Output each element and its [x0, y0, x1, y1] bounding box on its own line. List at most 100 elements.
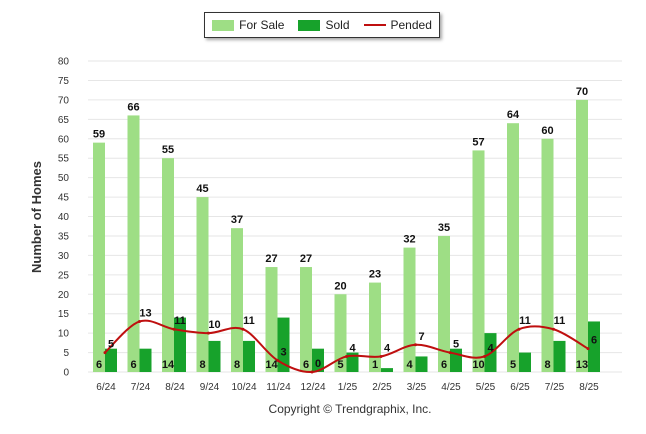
pended-value-label: 11	[174, 315, 186, 327]
x-tick-label: 3/25	[407, 382, 427, 393]
x-axis-ticks: 6/24 7/24 8/24 9/24 10/24 11/24 12/24 1/25 2/25 3…	[96, 382, 599, 393]
pended-swatch	[363, 24, 386, 26]
x-tick-label: 10/24	[231, 382, 256, 393]
y-tick-label: 75	[58, 76, 70, 87]
sold-bar	[277, 317, 290, 372]
for-sale-value-label: 64	[507, 109, 520, 121]
data-labels: 5966665514458378271427620523132435657106…	[93, 86, 597, 371]
for-sale-value-label: 27	[300, 253, 312, 265]
x-tick-label: 12/24	[300, 382, 325, 393]
pended-value-label: 0	[315, 358, 321, 370]
pended-point	[448, 351, 452, 355]
x-tick-label: 7/24	[131, 382, 151, 393]
pended-value-label: 11	[243, 315, 255, 327]
y-axis-ticks: 0 5 10 15 20 25 30 35 40 45 50 55 60 65 70 75 80	[58, 57, 70, 379]
pended-point	[172, 327, 176, 331]
for-sale-value-label: 70	[576, 86, 588, 98]
y-tick-label: 45	[58, 193, 70, 204]
x-tick-label: 6/25	[510, 382, 530, 393]
legend-label-for-sale: For Sale	[239, 18, 285, 32]
for-sale-bar	[438, 235, 450, 372]
pended-point	[276, 358, 279, 362]
for-sale-bar	[472, 150, 485, 372]
sold-value-label: 8	[199, 359, 205, 371]
pended-point	[241, 327, 245, 331]
x-tick-label: 11/24	[266, 382, 291, 393]
y-tick-label: 10	[58, 329, 70, 340]
pended-value-label: 4	[487, 342, 494, 354]
sold-bar	[105, 348, 117, 372]
pended-value-label: 11	[519, 315, 531, 327]
for-sale-bar	[507, 123, 519, 372]
sold-bar	[139, 348, 152, 372]
sold-bar	[381, 368, 393, 372]
sold-value-label: 5	[510, 359, 516, 371]
for-sale-swatch	[212, 19, 235, 31]
pended-value-label: 5	[453, 339, 459, 351]
pended-point	[586, 347, 590, 351]
y-tick-label: 60	[58, 134, 70, 145]
sold-swatch	[298, 19, 321, 31]
copyright-text: Copyright © Trendgraphix, Inc.	[269, 402, 432, 416]
pended-value-label: 5	[108, 339, 114, 351]
for-sale-value-label: 37	[231, 214, 243, 226]
for-sale-bar	[93, 142, 105, 372]
x-tick-label: 4/25	[441, 382, 461, 393]
pended-point	[345, 354, 348, 358]
x-tick-label: 8/25	[579, 382, 599, 393]
for-sale-value-label: 45	[196, 183, 208, 195]
sold-bar	[553, 340, 566, 372]
sold-bar	[415, 356, 428, 372]
sold-value-label: 14	[162, 359, 175, 371]
pended-line-layer	[103, 319, 590, 374]
for-sale-bar	[300, 267, 312, 372]
sold-value-label: 8	[234, 359, 240, 371]
for-sale-value-label: 23	[369, 269, 381, 281]
legend-item-pended[interactable]: Pended	[363, 18, 432, 32]
pended-point	[103, 351, 107, 355]
pended-point	[207, 331, 210, 335]
for-sale-bar	[576, 99, 588, 372]
y-tick-label: 65	[58, 115, 70, 126]
for-sale-value-label: 60	[541, 125, 553, 137]
pended-point	[483, 354, 486, 358]
y-tick-label: 20	[58, 290, 70, 301]
y-tick-label: 25	[58, 270, 70, 281]
sold-bar	[346, 352, 359, 372]
pended-point	[517, 327, 521, 331]
for-sale-value-label: 66	[127, 101, 139, 113]
y-tick-label: 5	[63, 348, 69, 359]
y-axis-title: Number of Homes	[29, 161, 44, 273]
x-tick-label: 5/25	[476, 382, 496, 393]
for-sale-bar	[369, 282, 381, 372]
sold-bar	[312, 348, 324, 372]
sold-bar	[208, 340, 221, 372]
x-tick-label: 7/25	[545, 382, 565, 393]
y-tick-label: 50	[58, 173, 70, 184]
pended-point	[310, 370, 314, 374]
for-sale-value-label: 59	[93, 129, 105, 141]
for-sale-value-label: 55	[162, 144, 174, 156]
for-sale-bar	[196, 197, 209, 372]
legend-label-pended: Pended	[390, 18, 432, 32]
sold-bar	[243, 340, 255, 372]
for-sale-bar	[334, 294, 347, 372]
sold-value-label: 4	[406, 359, 413, 371]
sold-value-label: 6	[441, 359, 447, 371]
sold-bar	[519, 352, 531, 372]
for-sale-bar	[541, 138, 554, 372]
for-sale-value-label: 20	[334, 280, 346, 292]
legend-item-for-sale[interactable]: For Sale	[212, 18, 284, 32]
for-sale-value-label: 57	[472, 136, 484, 148]
y-tick-label: 15	[58, 309, 70, 320]
pended-value-label: 13	[139, 307, 151, 319]
y-tick-label: 55	[58, 154, 70, 165]
sold-value-label: 6	[303, 359, 309, 371]
for-sale-bar	[231, 228, 243, 372]
sold-value-label: 8	[544, 359, 550, 371]
pended-value-label: 4	[384, 342, 391, 354]
pended-value-label: 4	[349, 342, 356, 354]
x-tick-label: 8/24	[165, 382, 185, 393]
legend-item-sold[interactable]: Sold	[298, 18, 350, 32]
